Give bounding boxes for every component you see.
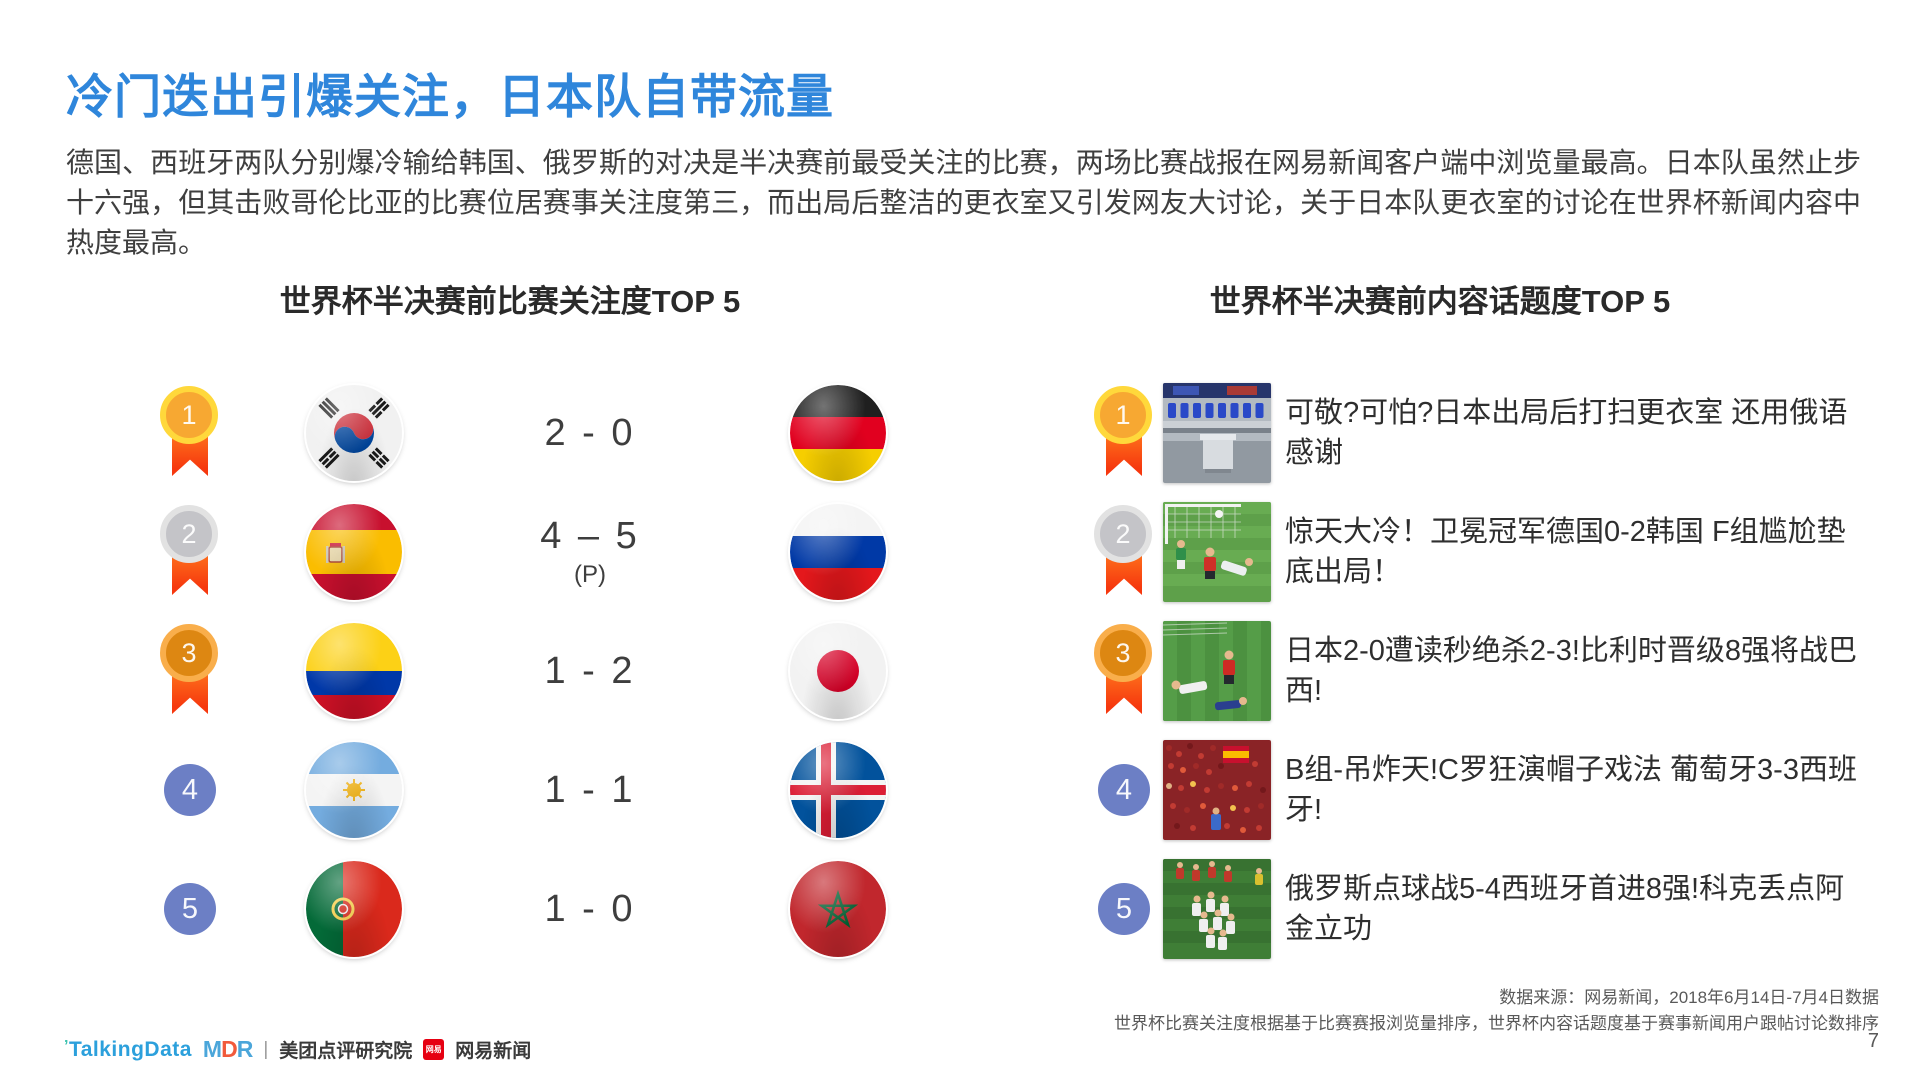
topic-row-1: 1 可敬?可怕?日本出局后打扫更衣室 还用俄语感谢: [0, 383, 1921, 483]
rank-circle: 5: [164, 883, 216, 935]
topic-row-2: 2 惊天大冷！卫冕冠军德国0-2韩国 F组尴尬垫底出局！: [0, 502, 1921, 602]
topic-text: 惊天大冷！卫冕冠军德国0-2韩国 F组尴尬垫底出局！: [1285, 515, 1846, 588]
japan-locker-room-photo: [1163, 383, 1271, 483]
match-row-2: 2 4 – 5 (P): [0, 502, 1921, 602]
bronze-medal-icon: 3: [1094, 624, 1154, 718]
netease-news-label: 网易新闻: [455, 1041, 532, 1062]
morocco-flag-icon: [790, 861, 886, 957]
russia-celebration-photo: [1163, 859, 1271, 959]
colombia-flag-icon: [306, 623, 402, 719]
score-block: 1 - 0: [470, 859, 710, 959]
rank-circle: 4: [164, 764, 216, 816]
rank-number: 3: [160, 624, 218, 682]
topic-text: 可敬?可怕?日本出局后打扫更衣室 还用俄语感谢: [1285, 396, 1848, 469]
rank-number: 3: [1094, 624, 1152, 682]
source-line-2: 世界杯比赛关注度根据基于比赛赛报浏览量排序，世界杯内容话题度基于赛事新闻用户跟帖…: [1114, 1013, 1879, 1033]
talkingdata-logo: ’TalkingData: [64, 1037, 192, 1061]
gold-medal-icon: 1: [1094, 386, 1154, 480]
meituan-dianping-institute-label: 美团点评研究院: [279, 1041, 413, 1062]
match-score: 1 - 0: [544, 887, 636, 930]
rank-number: 1: [160, 386, 218, 444]
rank-circle: 5: [1098, 883, 1150, 935]
rank-number: 2: [1094, 505, 1152, 563]
japan-belgium-match-photo: [1163, 621, 1271, 721]
mdr-logo: MDR: [202, 1036, 253, 1062]
match-row-5: 5 1 - 0: [0, 859, 1921, 959]
match-score: 1 - 1: [544, 768, 636, 811]
match-row-3: 3 1 - 2: [0, 621, 1921, 721]
left-panel-heading: 世界杯半决赛前比赛关注度TOP 5: [279, 284, 741, 319]
logo-divider: |: [263, 1038, 269, 1060]
iceland-flag-icon: [790, 742, 886, 838]
germany-korea-goal-photo: [1163, 502, 1271, 602]
south-korea-flag-icon: [306, 385, 402, 481]
topic-row-4: 4 B组-吊炸天!C罗狂演帽子戏法 葡萄牙3-3西班牙!: [0, 740, 1921, 840]
gold-medal-icon: 1: [160, 386, 220, 480]
page-title: 冷门迭出引爆关注，日本队自带流量: [66, 70, 834, 123]
topic-text: 俄罗斯点球战5-4西班牙首进8强!科克丢点阿金立功: [1285, 872, 1845, 945]
netease-logo-icon: 网易: [423, 1039, 445, 1060]
topic-text: B组-吊炸天!C罗狂演帽子戏法 葡萄牙3-3西班牙!: [1285, 753, 1857, 826]
match-score: 4 – 5: [540, 515, 640, 557]
rank-number: 1: [1094, 386, 1152, 444]
rank-circle: 4: [1098, 764, 1150, 816]
data-source-note: 数据来源：网易新闻，2018年6月14日-7月4日数据 世界杯比赛关注度根据基于…: [1114, 985, 1879, 1036]
intro-paragraph: 德国、西班牙两队分别爆冷输给韩国、俄罗斯的对决是半决赛前最受关注的比赛，两场比赛…: [66, 147, 1861, 259]
page-number: 7: [1867, 1030, 1879, 1052]
score-block: 2 - 0: [470, 383, 710, 483]
match-score: 2 - 0: [544, 411, 636, 454]
score-block: 4 – 5 (P): [470, 502, 710, 602]
talkingdata-logo-mark: ’: [64, 1037, 69, 1055]
source-line-1: 数据来源：网易新闻，2018年6月14日-7月4日数据: [1499, 988, 1879, 1007]
topic-row-5: 5: [0, 859, 1921, 959]
topic-row-3: 3 日本2-0遭读秒绝杀2-3!比利时晋级8强将战巴西!: [0, 621, 1921, 721]
match-row-1: 1 2 - 0: [0, 383, 1921, 483]
spain-portugal-fans-photo: [1163, 740, 1271, 840]
match-score: 1 - 2: [544, 649, 636, 692]
match-row-4: 4 1 - 1: [0, 740, 1921, 840]
footer-logos: ’TalkingData MDR | 美团点评研究院 网易 网易新闻: [64, 1036, 531, 1063]
spain-flag-in-crowd: [1223, 746, 1249, 763]
silver-medal-icon: 2: [1094, 505, 1154, 599]
penalty-note: (P): [574, 561, 606, 588]
topic-text: 日本2-0遭读秒绝杀2-3!比利时晋级8强将战巴西!: [1285, 634, 1858, 707]
right-panel-heading: 世界杯半决赛前内容话题度TOP 5: [1209, 284, 1671, 319]
spain-flag-icon: [306, 504, 402, 600]
japan-flag-icon: [790, 623, 886, 719]
silver-medal-icon: 2: [160, 505, 220, 599]
score-block: 1 - 1: [470, 740, 710, 840]
bronze-medal-icon: 3: [160, 624, 220, 718]
score-block: 1 - 2: [470, 621, 710, 721]
rank-number: 2: [160, 505, 218, 563]
